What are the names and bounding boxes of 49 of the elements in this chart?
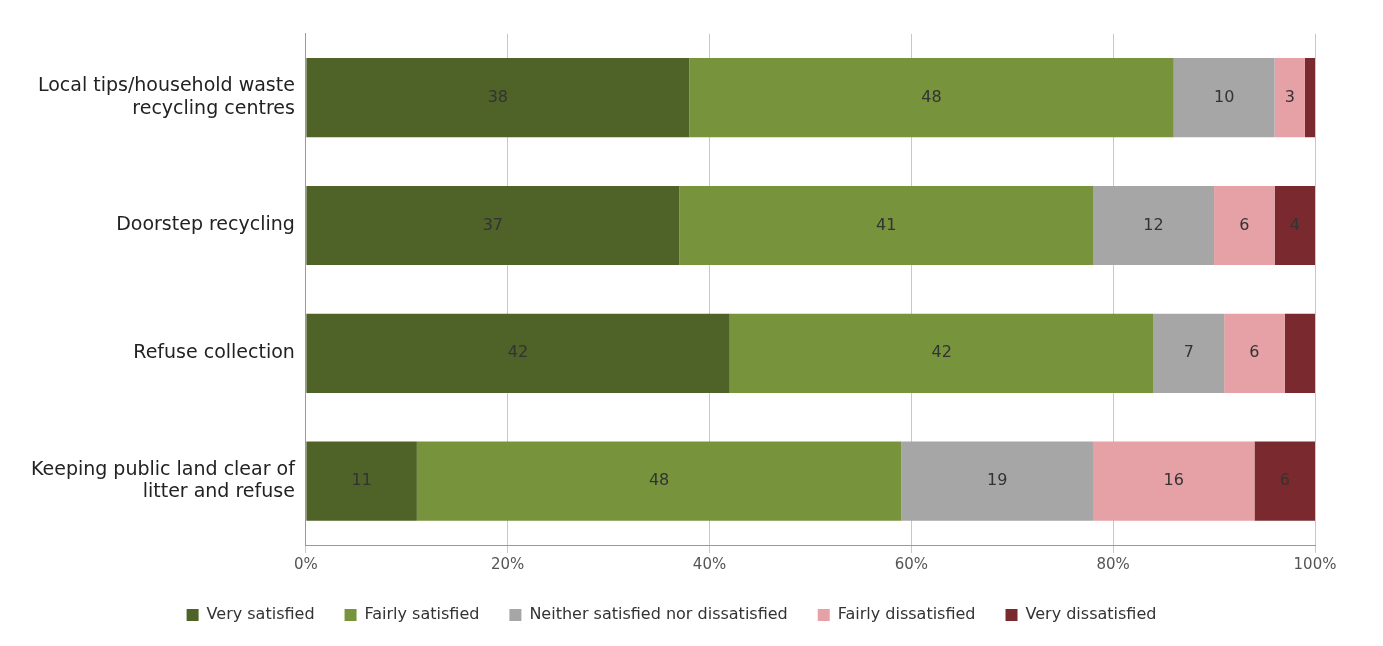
- bar: [1224, 313, 1285, 393]
- legend-label: Fairly satisfied: [364, 604, 480, 624]
- bar: [1254, 441, 1315, 521]
- bar: [1092, 441, 1255, 521]
- x-tick-label: 80%: [1096, 554, 1130, 573]
- data-label: 6: [1239, 214, 1250, 234]
- data-label: 19: [986, 470, 1008, 490]
- data-label: 12: [1143, 214, 1164, 234]
- bar: [901, 441, 1093, 521]
- bar: [1284, 313, 1315, 393]
- bar: [306, 313, 730, 393]
- data-label: 6: [1279, 470, 1290, 490]
- bar: [416, 441, 902, 521]
- bar: [1274, 185, 1315, 266]
- bar: [1274, 58, 1305, 138]
- bar: [689, 58, 1174, 138]
- data-label: 48: [921, 86, 942, 106]
- bar: [306, 185, 680, 266]
- bar: [1304, 58, 1315, 138]
- data-label: 4: [1289, 214, 1300, 234]
- y-tick-label: Refuse collection: [133, 340, 295, 363]
- y-tick-label: Doorstep recycling: [116, 212, 295, 235]
- bar: [1214, 185, 1275, 266]
- bar: [729, 313, 1154, 393]
- legend-label: Very dissatisfied: [1025, 604, 1157, 624]
- data-label: 7: [1183, 342, 1194, 362]
- data-label: 41: [875, 214, 897, 234]
- data-label: 6: [1249, 342, 1260, 362]
- data-label: 3: [1284, 86, 1295, 106]
- x-tick-label: 0%: [293, 554, 318, 573]
- bar: [1173, 58, 1275, 138]
- data-label: 16: [1163, 470, 1184, 490]
- y-tick-label: Local tips/household waste recycling centres: [37, 73, 295, 119]
- x-tick-label: 40%: [692, 554, 727, 573]
- legend-label: Neither satisfied nor dissatisfied: [529, 604, 788, 624]
- bar: [306, 441, 417, 521]
- bar: [1092, 185, 1215, 266]
- x-tick-label: 100%: [1293, 554, 1337, 573]
- legend-label: Fairly dissatisfied: [837, 604, 976, 624]
- data-label: 10: [1214, 86, 1235, 106]
- data-label: 42: [931, 342, 952, 362]
- y-tick-label: Keeping public land clear of litter and refuse: [30, 456, 297, 502]
- x-tick-label: 60%: [894, 554, 929, 573]
- bar: [1153, 313, 1225, 393]
- data-label: 48: [648, 470, 670, 490]
- x-tick-label: 20%: [491, 554, 525, 573]
- bar: [679, 185, 1093, 266]
- legend-label: Very satisfied: [206, 604, 315, 624]
- bar: [306, 58, 690, 138]
